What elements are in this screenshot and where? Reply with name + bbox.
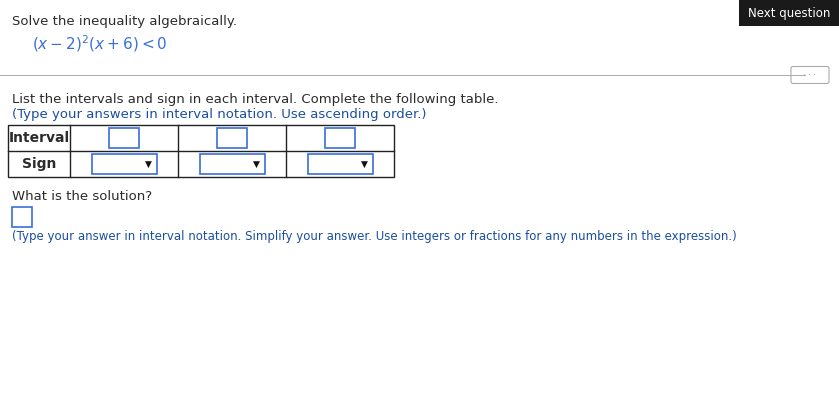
Text: List the intervals and sign in each interval. Complete the following table.: List the intervals and sign in each inte… bbox=[12, 93, 498, 106]
Text: ▼: ▼ bbox=[145, 160, 152, 168]
Text: (Type your answer in interval notation. Simplify your answer. Use integers or fr: (Type your answer in interval notation. … bbox=[12, 230, 737, 243]
Text: Solve the inequality algebraically.: Solve the inequality algebraically. bbox=[12, 15, 237, 28]
FancyBboxPatch shape bbox=[791, 66, 829, 83]
Text: Sign: Sign bbox=[22, 157, 56, 171]
Bar bbox=[217, 128, 247, 148]
Bar bbox=[109, 128, 139, 148]
Bar bbox=[12, 207, 32, 227]
Text: Next question: Next question bbox=[748, 6, 830, 19]
Bar bbox=[308, 154, 373, 174]
Text: · · ·: · · · bbox=[804, 70, 816, 79]
Text: (Type your answers in interval notation. Use ascending order.): (Type your answers in interval notation.… bbox=[12, 108, 426, 121]
Text: $(x-2)^2(x+6)<0$: $(x-2)^2(x+6)<0$ bbox=[32, 33, 168, 54]
Bar bbox=[8, 125, 394, 177]
Text: ▼: ▼ bbox=[253, 160, 260, 168]
Text: Interval: Interval bbox=[8, 131, 70, 145]
Bar bbox=[325, 128, 355, 148]
Text: ▼: ▼ bbox=[361, 160, 368, 168]
Bar bbox=[91, 154, 157, 174]
Bar bbox=[200, 154, 264, 174]
Bar bbox=[739, 0, 839, 26]
Text: What is the solution?: What is the solution? bbox=[12, 190, 152, 203]
